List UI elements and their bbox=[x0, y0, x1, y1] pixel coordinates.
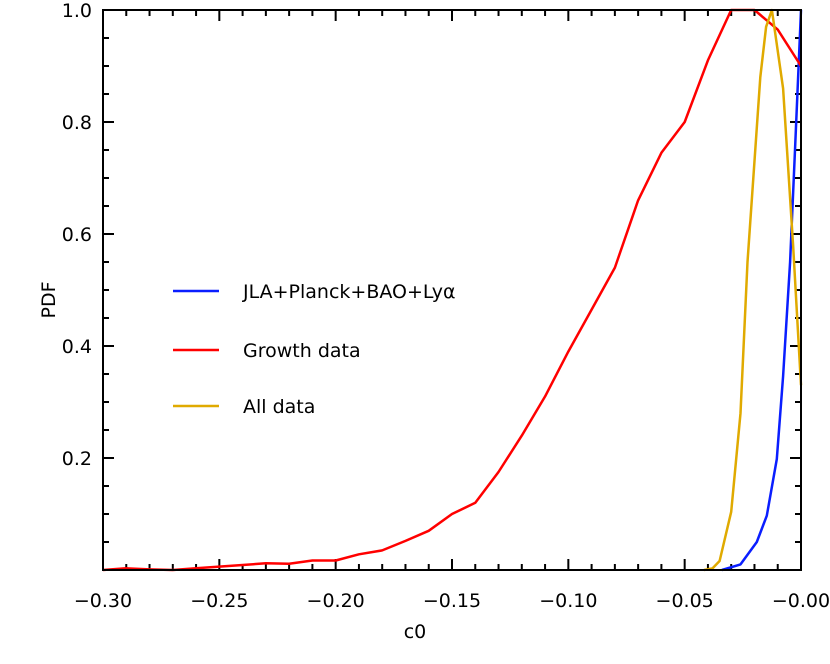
x-tick-label: −0.25 bbox=[190, 590, 248, 612]
y-tick-labels: 0.2 0.4 0.6 0.8 1.0 bbox=[62, 0, 92, 470]
legend: JLA+Planck+BAO+Lyα Growth data All data bbox=[173, 281, 456, 418]
legend-label: Growth data bbox=[243, 340, 361, 362]
x-tick-label: −0.00 bbox=[772, 590, 830, 612]
y-tick-label: 0.8 bbox=[62, 112, 92, 134]
y-tick-label: 0.2 bbox=[62, 448, 92, 470]
y-tick-label: 1.0 bbox=[62, 0, 92, 22]
series-line-3 bbox=[703, 8, 803, 572]
x-tick-label: −0.05 bbox=[656, 590, 714, 612]
legend-label: JLA+Planck+BAO+Lyα bbox=[242, 281, 456, 303]
y-tick-label: 0.6 bbox=[62, 224, 92, 246]
y-tick-label: 0.4 bbox=[62, 336, 92, 358]
series-lines bbox=[102, 8, 803, 572]
series-line-2 bbox=[102, 8, 803, 572]
y-axis-label: PDF bbox=[38, 281, 60, 318]
plot-frame bbox=[102, 9, 802, 571]
x-tick-label: −0.10 bbox=[539, 590, 597, 612]
x-tick-label: −0.15 bbox=[423, 590, 481, 612]
x-tick-label: −0.20 bbox=[307, 590, 365, 612]
x-axis-label: c0 bbox=[404, 621, 427, 643]
x-tick-label: −0.30 bbox=[74, 590, 132, 612]
x-tick-labels: −0.30 −0.25 −0.20 −0.15 −0.10 −0.05 −0.00 bbox=[74, 590, 830, 612]
series-line-1 bbox=[721, 9, 803, 572]
legend-label: All data bbox=[243, 396, 315, 418]
